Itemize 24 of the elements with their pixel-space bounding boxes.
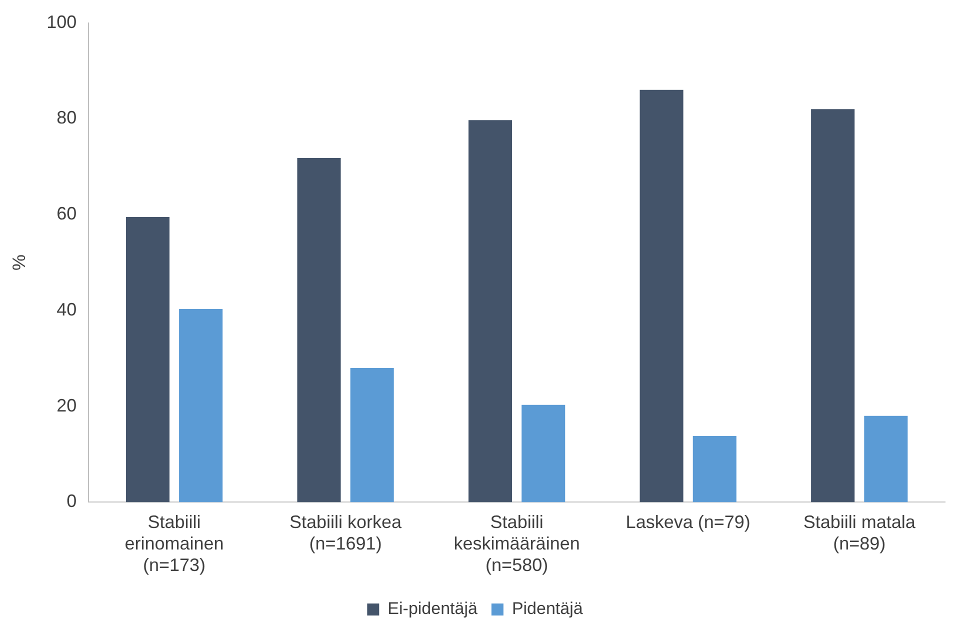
bar: [692, 436, 736, 502]
x-tick-label: Laskeva (n=79): [626, 512, 750, 532]
legend-label: Pidentäjä: [512, 599, 584, 618]
bar: [640, 90, 684, 502]
bar: [468, 120, 512, 502]
y-tick-label: 100: [46, 12, 77, 32]
bar: [179, 309, 223, 502]
y-tick-label: 0: [66, 491, 77, 512]
y-tick-label: 60: [56, 204, 77, 224]
bar: [522, 404, 566, 502]
x-tick-label: Stabiili korkea (n=1691): [290, 512, 403, 554]
x-tick-label: Stabiili erinomainen (n=173): [124, 512, 224, 576]
bar: [350, 368, 394, 502]
bar: [126, 216, 170, 502]
y-axis-title: %: [8, 254, 29, 271]
y-tick-label: 40: [56, 299, 77, 320]
x-tick-label: Stabiili keskimääräinen (n=580): [454, 512, 580, 576]
y-tick-label: 20: [56, 395, 77, 416]
x-tick-label: Stabiili matala (n=89): [803, 512, 916, 554]
bar: [811, 109, 855, 502]
bar: [297, 158, 341, 502]
legend-label: Ei-pidentäjä: [388, 599, 478, 618]
y-tick-label: 80: [56, 108, 77, 128]
bar: [864, 416, 908, 502]
